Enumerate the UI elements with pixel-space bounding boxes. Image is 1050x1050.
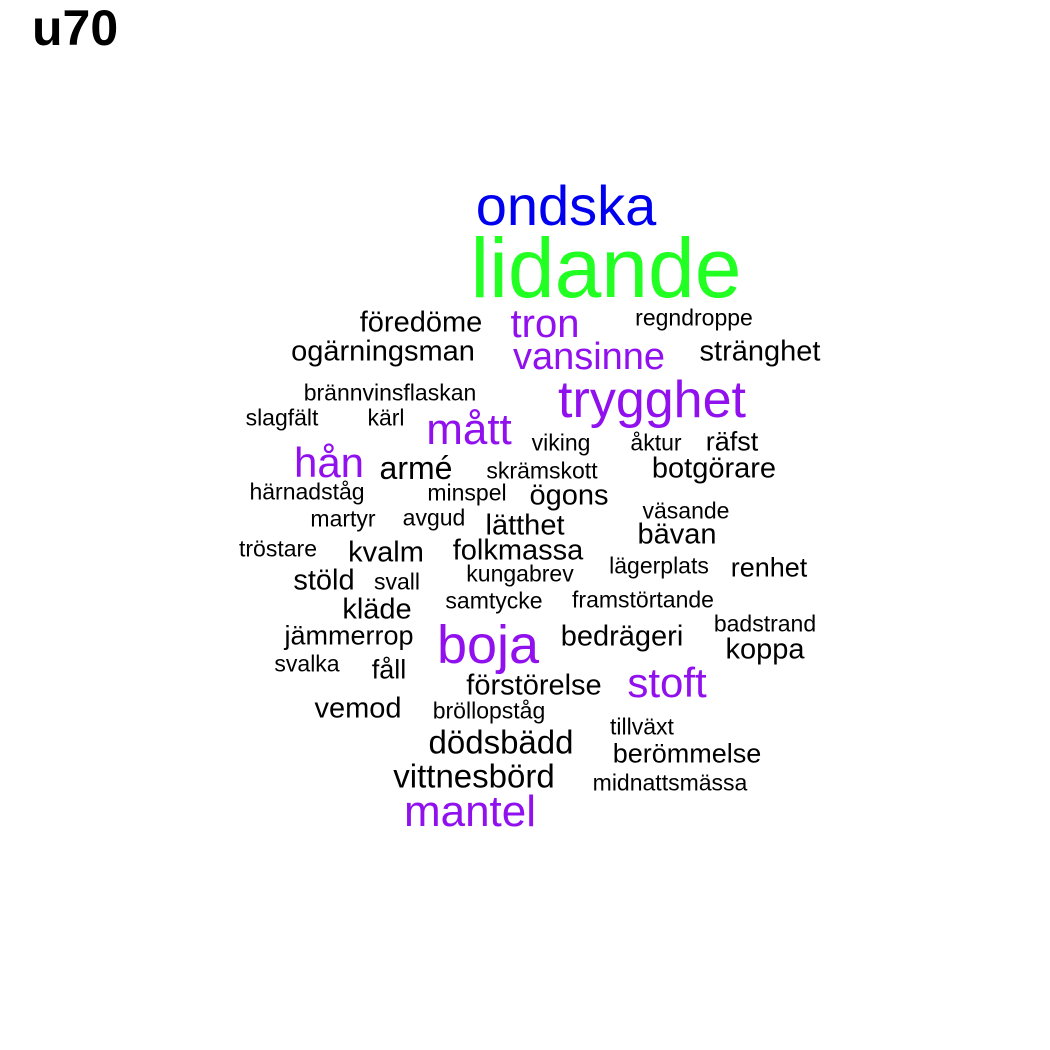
cloud-word: trygghet	[558, 371, 746, 429]
cloud-word: bedrägeri	[560, 620, 684, 653]
cloud-word: ögons	[529, 479, 609, 512]
cloud-word: badstrand	[713, 610, 817, 637]
cloud-word: ogärningsman	[291, 335, 475, 368]
cloud-word: slagfält	[245, 404, 319, 431]
page-title: u70	[32, 0, 119, 56]
cloud-word: mått	[426, 405, 512, 454]
cloud-word: folkmassa	[452, 534, 584, 567]
cloud-word: lätthet	[485, 509, 565, 542]
cloud-word: vansinne	[512, 336, 666, 378]
cloud-word: regndroppe	[635, 304, 753, 331]
cloud-word: svalka	[274, 650, 340, 677]
cloud-word: skrämskott	[486, 457, 598, 484]
cloud-word: bröllopståg	[432, 697, 546, 724]
cloud-word: kungabrev	[466, 560, 574, 587]
cloud-word: kärl	[367, 404, 405, 431]
cloud-word: åktur	[630, 429, 682, 456]
cloud-word: boja	[436, 615, 540, 675]
cloud-word: föredöme	[359, 306, 483, 339]
cloud-word: väsande	[642, 497, 730, 524]
cloud-word: dödsbädd	[428, 723, 574, 761]
cloud-word: renhet	[730, 552, 808, 583]
cloud-word: minspel	[427, 479, 507, 506]
cloud-word: midnattsmässa	[592, 769, 748, 796]
cloud-word: lidande	[470, 221, 742, 315]
cloud-word: vittnesbörd	[393, 757, 555, 795]
cloud-word: härnadståg	[249, 478, 365, 505]
cloud-word: tillväxt	[610, 713, 674, 740]
cloud-word: stoft	[627, 659, 707, 706]
cloud-word: koppa	[725, 633, 805, 666]
cloud-word: botgörare	[651, 452, 777, 485]
cloud-word: hån	[293, 439, 365, 486]
cloud-word: tron	[510, 302, 580, 346]
cloud-word: avgud	[402, 504, 466, 531]
cloud-word: berömmelse	[612, 738, 762, 769]
cloud-word: ondska	[475, 174, 657, 237]
cloud-word: framstörtande	[572, 586, 714, 613]
cloud-word: stränghet	[699, 335, 821, 368]
cloud-word: stöld	[293, 564, 355, 597]
cloud-word: räfst	[705, 426, 759, 457]
cloud-word: martyr	[310, 505, 376, 532]
cloud-word: vemod	[314, 692, 402, 725]
cloud-word: jämmerrop	[284, 620, 414, 651]
cloud-word: kläde	[342, 593, 412, 626]
cloud-word: viking	[531, 429, 591, 456]
cloud-word: brännvinsflaskan	[303, 379, 477, 406]
cloud-word: svall	[373, 568, 421, 595]
cloud-word: förstörelse	[466, 669, 602, 702]
cloud-word: tröstare	[239, 535, 317, 562]
cloud-word: samtycke	[445, 587, 543, 614]
cloud-word: fåll	[371, 654, 407, 685]
cloud-word: bävan	[637, 518, 717, 551]
cloud-word: mantel	[403, 787, 537, 836]
cloud-word: armé	[379, 450, 453, 486]
cloud-word: kvalm	[348, 536, 424, 569]
cloud-word: lägerplats	[609, 552, 709, 579]
